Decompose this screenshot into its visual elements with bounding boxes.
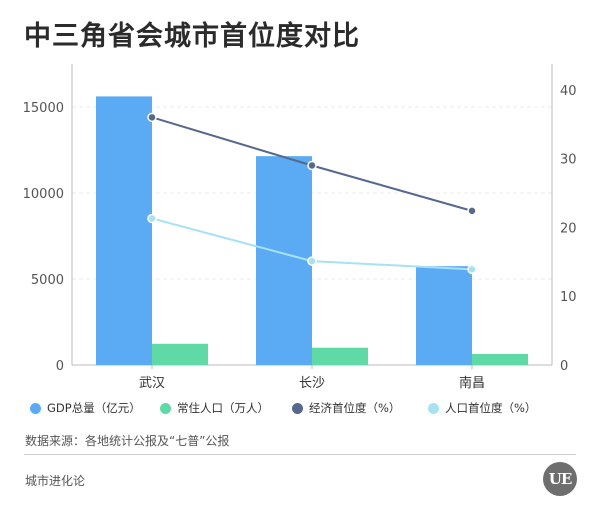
chart-canvas: 0 5000 10000 15000 0 10 20 30 40 武汉 长沙 南昌 (23, 64, 577, 391)
legend-label: 人口首位度（%） (445, 401, 537, 415)
bar-population (472, 353, 528, 365)
line-series (147, 112, 477, 275)
left-axis-tick-label: 15000 (23, 101, 64, 116)
legend-label: 常住人口（万人） (177, 401, 269, 415)
source-note: 数据来源：各地统计公报及“七普”公报 (25, 434, 230, 448)
bar-population (152, 343, 208, 365)
brand-logo-icon: UE (543, 462, 577, 496)
legend-item-population: 常住人口（万人） (160, 400, 269, 416)
legend-dot-icon (428, 402, 439, 414)
point-economic-primacy (307, 160, 317, 171)
bar-gdp (96, 96, 152, 366)
category-label: 武汉 (139, 376, 165, 391)
point-economic-primacy (147, 112, 157, 123)
category-label: 长沙 (299, 376, 325, 391)
left-axis-tick-label: 0 (56, 359, 64, 374)
point-population-primacy (467, 264, 477, 275)
right-axis-tick-label: 20 (560, 221, 577, 236)
right-axis-tick-label: 30 (560, 153, 577, 168)
right-axis-tick-label: 40 (560, 84, 577, 99)
legend-label: GDP总量（亿元） (47, 401, 141, 415)
right-axis-tick-label: 10 (560, 290, 577, 305)
point-population-primacy (147, 213, 157, 224)
left-axis-tick-label: 5000 (31, 273, 64, 288)
category-label: 南昌 (459, 375, 485, 391)
legend-label: 经济首位度（%） (309, 401, 401, 415)
legend-dot-icon (30, 402, 41, 414)
tick-labels: 0 5000 10000 15000 0 10 20 30 40 (23, 84, 577, 374)
legend-item-economic-primacy: 经济首位度（%） (292, 400, 400, 416)
bar-gdp (416, 266, 472, 365)
bar-gdp (256, 156, 312, 365)
legend-item-population-primacy: 人口首位度（%） (428, 400, 536, 416)
footer-brand: 城市进化论 (25, 474, 86, 488)
legend: GDP总量（亿元） 常住人口（万人） 经济首位度（%） 人口首位度（%） (30, 400, 590, 420)
legend-dot-icon (160, 402, 171, 414)
point-economic-primacy (467, 206, 477, 216)
bar-population (312, 347, 368, 365)
legend-item-gdp: GDP总量（亿元） (30, 400, 141, 416)
point-population-primacy (307, 256, 317, 266)
legend-dot-icon (292, 402, 303, 414)
category-labels: 武汉 长沙 南昌 (139, 375, 485, 391)
bar-series (96, 96, 528, 366)
chart-title: 中三角省会城市首位度对比 (24, 21, 360, 52)
left-axis-tick-label: 10000 (23, 187, 64, 202)
right-axis-tick-label: 0 (560, 359, 568, 374)
divider (24, 454, 576, 455)
